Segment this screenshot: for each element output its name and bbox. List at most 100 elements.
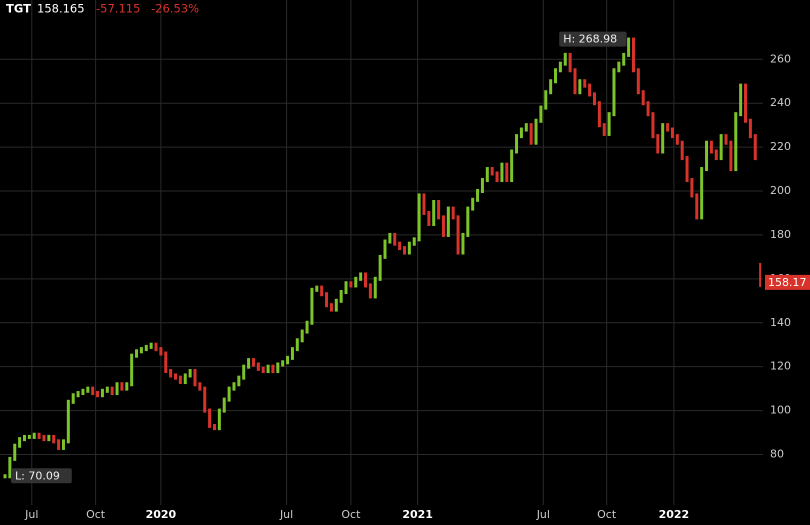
price-bar (515, 134, 519, 154)
x-tick-label: Jul (279, 508, 293, 521)
price-bar (71, 393, 75, 404)
price-bar (466, 206, 470, 237)
change: -57.115 (96, 2, 140, 16)
price-bar (57, 439, 61, 450)
price-bar (378, 254, 382, 281)
price-bar (320, 285, 324, 297)
price-bar (592, 92, 596, 106)
price-bar (539, 105, 543, 123)
price-bar (315, 285, 319, 292)
symbol: TGT (6, 2, 31, 16)
price-bar (646, 101, 650, 117)
price-bar (310, 287, 314, 325)
price-bar (719, 134, 723, 161)
price-bar (748, 118, 752, 139)
price-bar (490, 167, 494, 176)
price-bar (354, 276, 358, 288)
price-bar (602, 123, 606, 136)
price-bar (237, 375, 241, 387)
price-bar (159, 347, 163, 356)
price-bar (695, 193, 699, 220)
price-bar (631, 37, 635, 73)
price-bar (105, 386, 109, 393)
price-bar (130, 353, 134, 387)
price-bar (485, 167, 489, 183)
price-bar (670, 127, 674, 139)
price-bar (37, 432, 41, 439)
price-bar (203, 386, 207, 413)
price-bar (27, 434, 31, 439)
price-bar (334, 298, 338, 312)
price-bar (471, 197, 475, 211)
price-bar (227, 386, 231, 402)
price-bar (110, 386, 114, 396)
price-bar (100, 388, 104, 398)
price-bar (18, 437, 22, 448)
price-bar (456, 215, 460, 255)
price-bar (256, 362, 260, 371)
price-bar (52, 434, 56, 444)
price-bar (422, 193, 426, 215)
price-bar (66, 399, 70, 444)
price-bar (281, 360, 285, 367)
price-bar (476, 189, 480, 202)
price-bar (675, 134, 679, 145)
price-bar (247, 358, 251, 369)
price-bar (193, 369, 197, 387)
price-bar (76, 391, 80, 398)
price-bar (300, 329, 304, 343)
price-bar (480, 178, 484, 194)
price-bar (393, 232, 397, 246)
price-bar (573, 68, 577, 95)
price-bar (500, 162, 504, 183)
price-bar (519, 127, 523, 139)
price-bar (339, 290, 343, 303)
price-bar (42, 434, 46, 442)
price-bar (305, 320, 309, 334)
y-tick-label: 200 (770, 184, 791, 197)
price-bar (61, 439, 65, 450)
x-tick-label: 2020 (146, 508, 177, 521)
price-bar (286, 355, 290, 365)
price-bar (417, 193, 421, 242)
price-bar (427, 210, 431, 226)
price-bar (222, 397, 226, 413)
price-bar (709, 140, 713, 154)
price-bar (32, 432, 36, 439)
price-bar (568, 52, 572, 73)
price-bar (607, 112, 611, 136)
price-bar (217, 408, 221, 431)
x-tick-label: Oct (341, 508, 361, 521)
price-bar (685, 156, 689, 183)
y-tick-label: 80 (770, 448, 784, 461)
price-bar (554, 68, 558, 84)
grid (0, 0, 763, 505)
price-bar (612, 68, 616, 117)
annotation: H: 268.98 (563, 33, 617, 46)
price-bar (149, 342, 153, 349)
price-bar (344, 281, 348, 295)
x-tick-label: Jul (536, 508, 550, 521)
price-bar (174, 373, 178, 380)
price-bar (144, 344, 148, 352)
price-bar (364, 272, 368, 288)
price-bar (398, 241, 402, 251)
price-bar (251, 358, 255, 367)
price-bar (441, 215, 445, 237)
price-bar (641, 90, 645, 106)
price-bar (276, 362, 280, 374)
price-bar (588, 83, 592, 97)
price-bar (120, 382, 124, 391)
y-tick-label: 100 (770, 404, 791, 417)
price-bar (139, 347, 143, 354)
price-bar (329, 303, 333, 312)
price-bar (744, 83, 748, 123)
price-bar (558, 61, 562, 73)
price-bar (505, 162, 509, 183)
price-bar (164, 351, 168, 374)
last-price-box (765, 274, 810, 290)
y-tick-label: 240 (770, 96, 791, 109)
price-bar (349, 281, 353, 288)
price-bar (198, 382, 202, 391)
